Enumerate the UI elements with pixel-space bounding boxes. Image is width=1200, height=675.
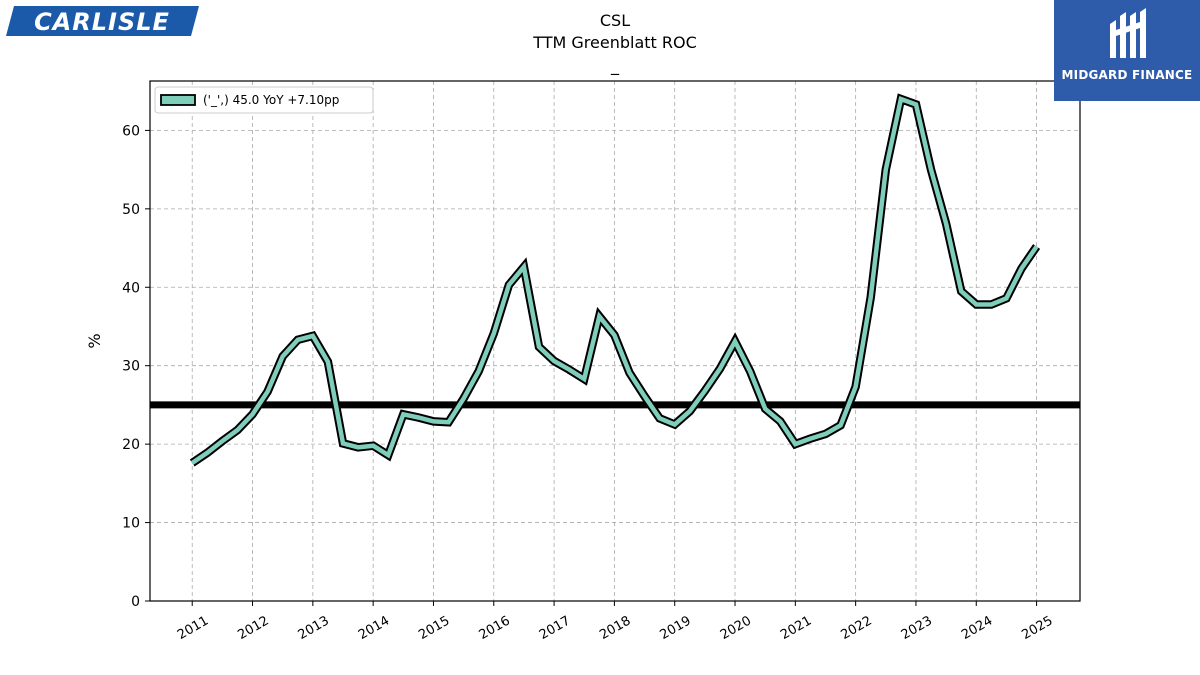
y-tick-label: 60 [122,123,140,139]
carlisle-logo-text: CARLISLE [34,8,170,36]
x-tick-label: 2022 [838,613,874,643]
x-tick-label: 2014 [356,613,392,643]
x-tick-label: 2021 [778,613,814,643]
y-tick-label: 10 [122,516,140,532]
x-tick-label: 2013 [296,613,332,643]
x-tick-label: 2015 [416,613,452,643]
midgard-finance-logo: MIDGARD FINANCE [1054,0,1200,101]
x-tick-label: 2023 [899,613,935,643]
x-tick-label: 2012 [235,613,271,643]
chart-title: CSL TTM Greenblatt ROC _ [532,11,697,76]
x-tick-label: 2024 [959,613,995,643]
title-line-extra: _ [610,56,620,76]
series-line [190,96,1039,465]
plot-frame [149,80,1081,602]
x-axis: 2011 2012 2013 2014 2015 2016 2017 2018 2019 2020… [175,601,1056,643]
x-tick-label: 2011 [175,613,211,643]
legend-box [154,86,374,114]
legend-swatch [160,94,196,106]
grid [150,81,1080,601]
y-tick-label: 50 [122,202,140,218]
y-tick-label: 0 [131,594,140,610]
y-axis-label: % [85,333,104,348]
y-tick-label: 20 [122,437,140,453]
legend-label: ('_',) 45.0 YoY +7.10pp [203,93,339,107]
y-axis: 0 10 20 30 40 50 60 [122,123,150,610]
title-line-metric: TTM Greenblatt ROC [532,33,697,52]
x-tick-label: 2017 [537,613,573,643]
legend: ('_',) 45.0 YoY +7.10pp [154,86,374,114]
x-tick-label: 2018 [597,613,633,643]
x-tick-label: 2016 [477,613,513,643]
midgard-mark-icon [1110,8,1146,58]
series-layer [189,93,1041,467]
title-line-ticker: CSL [600,11,630,30]
y-tick-label: 40 [122,280,140,296]
midgard-logo-text: MIDGARD FINANCE [1061,68,1193,82]
x-tick-label: 2019 [658,613,694,643]
y-tick-label: 30 [122,359,140,375]
carlisle-logo: CARLISLE [6,6,199,36]
x-tick-label: 2020 [718,613,754,643]
x-tick-label: 2025 [1019,613,1055,643]
